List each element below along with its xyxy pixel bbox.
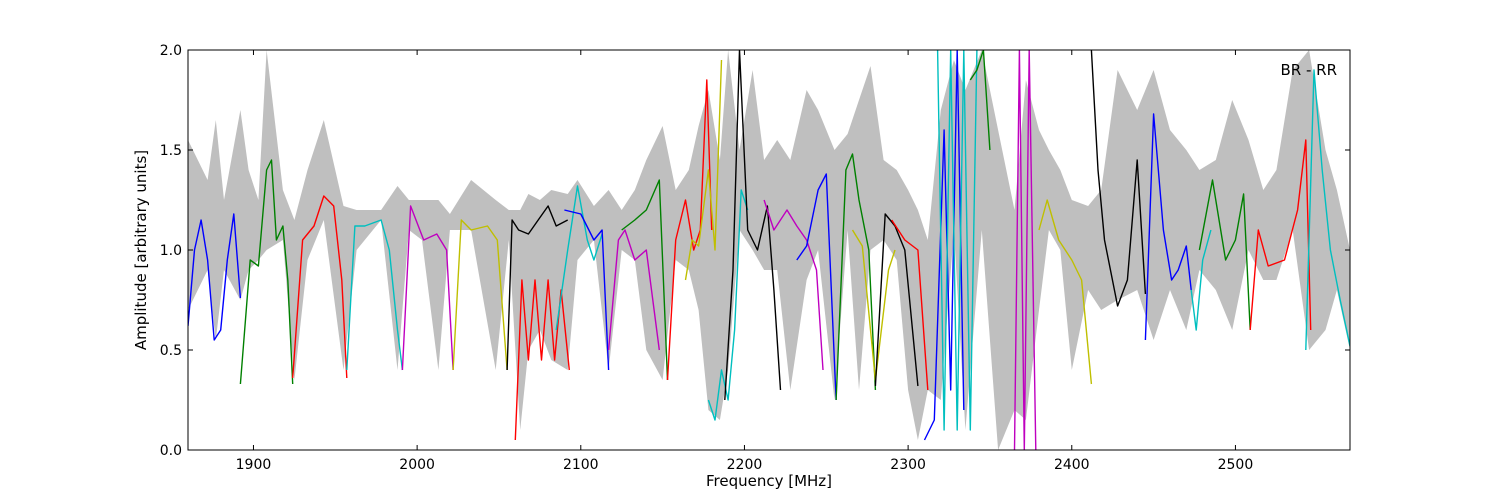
series-line-3 — [346, 219, 404, 371]
x-tick-label: 2300 — [890, 457, 926, 473]
x-tick-label: 2000 — [399, 457, 435, 473]
series-line-0 — [188, 213, 242, 341]
series-line-32 — [1305, 69, 1350, 351]
series-line-2 — [292, 195, 348, 379]
x-axis-label: Frequency [MHz] — [706, 472, 832, 490]
series-line-14 — [707, 189, 749, 421]
series-line-9 — [564, 209, 610, 371]
series-line-10 — [607, 229, 660, 351]
series-line-23 — [936, 50, 978, 431]
series-line-30 — [1198, 179, 1251, 331]
y-axis-label: Amplitude [arbitrary units] — [132, 150, 150, 350]
series-line-4 — [401, 205, 454, 371]
y-tick-label: 0.0 — [160, 443, 182, 459]
x-tick-label: 2500 — [1218, 457, 1254, 473]
series-line-15 — [724, 50, 782, 401]
series-line-17 — [796, 173, 837, 401]
series-line-24 — [969, 50, 991, 151]
series-line-21 — [891, 219, 929, 391]
series-line-16 — [763, 199, 824, 371]
x-tick-label: 1900 — [236, 457, 272, 473]
series-line-25 — [1013, 50, 1037, 450]
y-tick-label: 1.5 — [160, 143, 182, 159]
x-tick-label: 2200 — [727, 457, 763, 473]
series-line-1 — [239, 159, 294, 385]
x-tick-label: 2100 — [563, 457, 599, 473]
envelope-band — [188, 50, 1350, 450]
series-line-18 — [835, 153, 877, 401]
y-tick-label: 1.0 — [160, 243, 182, 259]
series-line-8 — [555, 185, 603, 331]
y-tick-label: 0.5 — [160, 343, 182, 359]
y-tick-label: 2.0 — [160, 43, 182, 59]
series-line-11 — [621, 179, 669, 381]
series-line-27 — [1090, 50, 1147, 307]
x-tick-label: 2400 — [1054, 457, 1090, 473]
series-line-31 — [1249, 139, 1312, 331]
series-line-29 — [1190, 229, 1212, 331]
series-line-5 — [452, 219, 508, 371]
series-line-13 — [684, 59, 723, 281]
series-line-28 — [1144, 113, 1192, 341]
series-line-6 — [506, 205, 569, 371]
series-line-12 — [666, 79, 713, 381]
series-line-26 — [1038, 199, 1093, 385]
series-annotation: BR - RR — [1280, 61, 1337, 79]
